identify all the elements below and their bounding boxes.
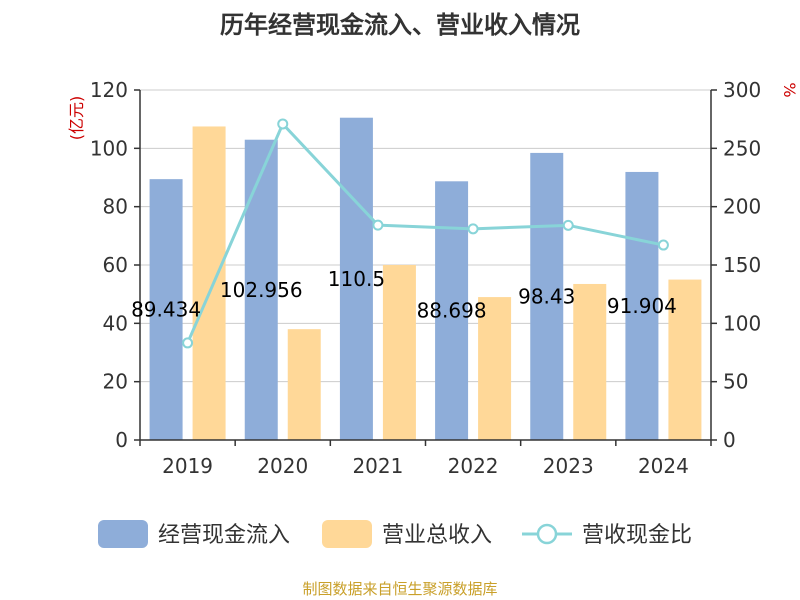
data-label: 88.698 — [417, 299, 487, 323]
bar-revenue — [192, 126, 226, 440]
ratio-point — [657, 239, 669, 251]
bar-cash-inflow — [625, 171, 659, 441]
right-tick-label: 250 — [723, 136, 761, 160]
legend-label: 经营现金流入 — [158, 523, 290, 548]
left-tick-label: 120 — [90, 78, 128, 102]
ratio-line — [186, 121, 664, 344]
bar-cash-inflow — [244, 139, 278, 440]
left-tick-label: 100 — [90, 136, 128, 160]
ratio-point — [372, 219, 384, 231]
legend-swatch-marker — [536, 523, 558, 545]
source-note: 制图数据来自恒生聚源数据库 — [302, 580, 497, 598]
legend-swatch — [98, 520, 148, 548]
legend-label: 营收现金比 — [582, 523, 692, 548]
legend: 经营现金流入 营业总收入 营收现金比 — [98, 520, 692, 548]
right-tick-label: 0 — [723, 428, 736, 452]
left-tick-label: 40 — [103, 311, 128, 335]
bar-revenue — [668, 279, 702, 440]
x-tick-label: 2020 — [257, 454, 308, 478]
right-tick-label: 300 — [723, 78, 761, 102]
right-axis-unit: % — [780, 82, 799, 97]
right-tick-label: 50 — [723, 370, 748, 394]
bar-revenue — [573, 283, 607, 440]
right-tick-label: 100 — [723, 311, 761, 335]
left-tick-label: 20 — [103, 370, 128, 394]
data-label: 89.434 — [131, 298, 201, 322]
left-tick-label: 60 — [103, 253, 128, 277]
bar-revenue — [382, 265, 416, 440]
bar-cash-inflow — [339, 117, 373, 440]
data-label: 102.956 — [220, 278, 303, 302]
x-tick-label: 2019 — [162, 454, 213, 478]
chart-title: 历年经营现金流入、营业收入情况 — [220, 11, 580, 39]
ratio-point — [182, 337, 194, 349]
legend-swatch — [322, 520, 372, 548]
ratio-point — [277, 118, 289, 130]
x-tick-label: 2024 — [638, 454, 689, 478]
bar-cash-inflow — [149, 179, 183, 441]
bars-layer — [149, 117, 702, 441]
axes-layer: 0 20 40 60 80 100 120 0 50 100 150 200 250 300 2019 202… — [90, 78, 761, 478]
data-label: 110.5 — [328, 267, 385, 291]
left-tick-label: 80 — [103, 195, 128, 219]
ratio-point — [562, 219, 574, 231]
bar-revenue — [478, 297, 512, 440]
bar-cash-inflow — [530, 152, 564, 440]
x-tick-label: 2022 — [448, 454, 499, 478]
x-tick-label: 2021 — [352, 454, 403, 478]
left-axis-unit: (亿元) — [67, 96, 86, 141]
labels-layer: 89.434 102.956 110.5 88.698 98.43 91.904 — [131, 267, 677, 323]
ratio-point — [467, 223, 479, 235]
right-tick-label: 200 — [723, 195, 761, 219]
grid-layer — [140, 89, 711, 383]
bar-cash-inflow — [435, 181, 469, 441]
legend-label: 营业总收入 — [382, 523, 492, 548]
data-label: 98.43 — [518, 284, 575, 308]
left-tick-label: 0 — [115, 428, 128, 452]
data-label: 91.904 — [607, 294, 677, 318]
right-tick-label: 150 — [723, 253, 761, 277]
x-tick-label: 2023 — [543, 454, 594, 478]
line-layer — [182, 118, 669, 349]
bar-revenue — [287, 329, 321, 440]
